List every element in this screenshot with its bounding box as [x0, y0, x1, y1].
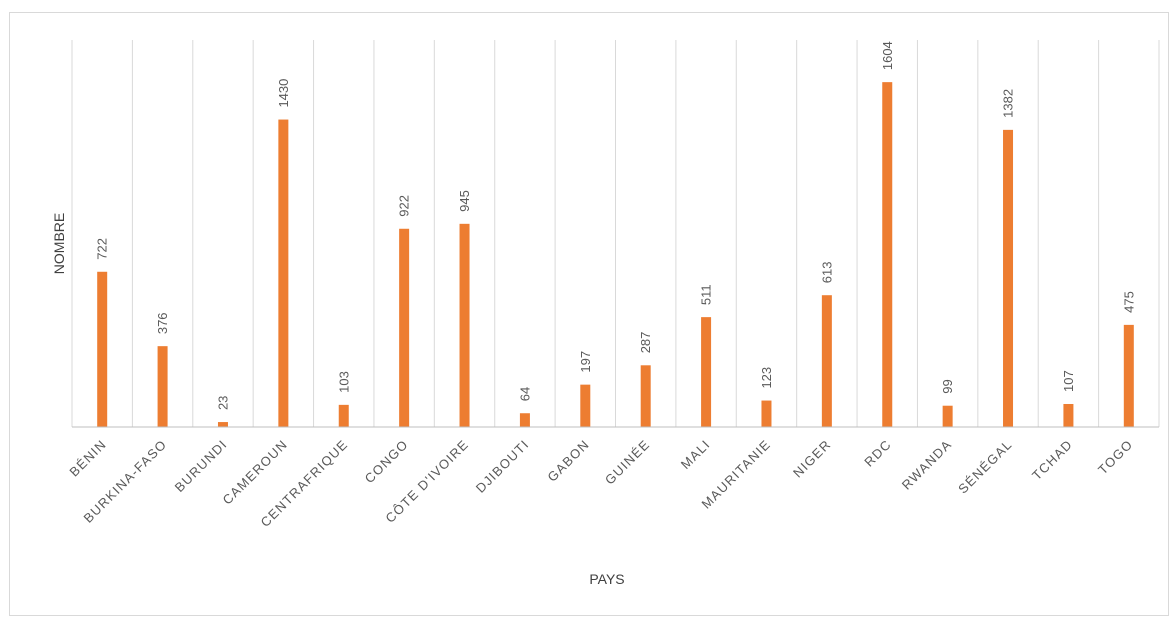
x-tick-label: TCHAD: [1029, 437, 1076, 484]
data-label: 1604: [880, 41, 895, 70]
gridlines: [71, 40, 1160, 427]
bar: [217, 422, 228, 427]
bar: [1063, 403, 1074, 427]
data-label: 107: [1061, 370, 1076, 392]
x-tick-label: TOGO: [1095, 437, 1136, 478]
chart-frame: 722 376 23 1430 103 922 945 64 197 287 511 123 613 16…: [9, 12, 1169, 616]
x-tick-label: RWANDA: [899, 437, 955, 493]
x-tick-label: NIGER: [790, 437, 834, 481]
x-tick-label: GUINÉE: [602, 437, 653, 488]
bar: [399, 228, 410, 427]
data-label: 287: [638, 332, 653, 354]
bar: [97, 271, 108, 427]
data-label: 922: [397, 195, 412, 217]
bar: [157, 346, 168, 427]
bar: [821, 295, 832, 427]
data-labels: 722 376 23 1430 103 922 945 64 197 287 511 123 613 16…: [95, 41, 1137, 410]
x-tick-label: BURUNDI: [172, 437, 230, 495]
bar: [701, 317, 712, 427]
data-label: 722: [95, 238, 110, 260]
bars: [97, 82, 1134, 428]
y-axis-title: NOMBRE: [51, 213, 67, 274]
data-label: 475: [1121, 291, 1136, 313]
bar: [338, 404, 349, 427]
bar: [459, 223, 470, 427]
bar: [580, 384, 591, 427]
bar: [640, 365, 651, 427]
data-label: 197: [578, 351, 593, 373]
x-axis-title: PAYS: [589, 571, 624, 587]
bar: [278, 119, 289, 428]
bar-chart: 722 376 23 1430 103 922 945 64 197 287 511 123 613 16…: [51, 40, 1160, 587]
x-tick-label: SÉNÉGAL: [955, 437, 1015, 497]
x-tick-label: MALI: [678, 437, 713, 472]
data-label: 945: [457, 190, 472, 212]
data-label: 376: [155, 312, 170, 334]
x-tick-label: BÉNIN: [66, 437, 109, 480]
bar: [1003, 129, 1014, 427]
bar: [1123, 324, 1134, 427]
bar: [942, 405, 953, 427]
data-label: 99: [940, 379, 955, 393]
bar: [761, 400, 772, 427]
data-label: 511: [699, 284, 714, 305]
data-label: 123: [759, 367, 774, 389]
data-label: 1382: [1001, 89, 1016, 118]
data-label: 613: [819, 262, 834, 284]
bar: [882, 82, 893, 427]
x-tick-label: RDC: [861, 437, 894, 470]
x-tick-label: DJIBOUTI: [473, 437, 532, 496]
data-label: 1430: [276, 79, 291, 108]
x-tick-label: GABON: [544, 437, 592, 485]
data-label: 103: [336, 371, 351, 393]
x-tick-label: CONGO: [362, 437, 412, 487]
data-label: 64: [517, 387, 532, 401]
data-label: 23: [215, 396, 230, 410]
bar: [519, 413, 530, 427]
